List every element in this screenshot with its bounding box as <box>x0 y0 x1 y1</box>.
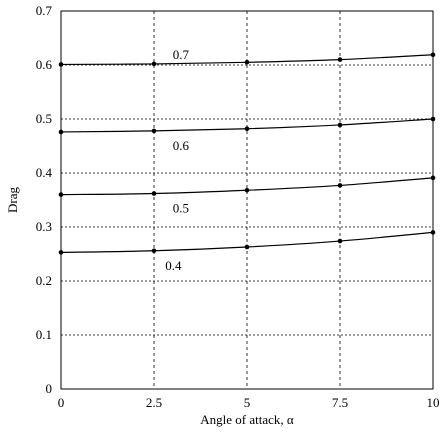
data-point <box>244 126 250 132</box>
data-point <box>430 230 436 235</box>
data-point <box>337 183 343 188</box>
series-labels: 0.4 0.5 0.6 0.7 <box>165 47 189 273</box>
plot-frame <box>60 10 434 390</box>
y-tick-label: 0.2 <box>36 273 52 288</box>
series-label: 0.5 <box>173 201 189 216</box>
series-label: 0.4 <box>165 258 182 273</box>
data-point <box>244 60 250 65</box>
x-tick-label: 2.5 <box>146 395 162 410</box>
data-point <box>430 52 436 58</box>
data-point <box>337 57 343 62</box>
x-tick-labels: 0 2.5 5 7.5 10 <box>58 395 440 410</box>
y-tick-label: 0.3 <box>36 219 52 234</box>
data-point <box>151 248 157 254</box>
data-point <box>58 62 64 67</box>
y-tick-label: 0.7 <box>36 3 53 18</box>
data-point <box>430 116 436 122</box>
x-tick-label: 7.5 <box>332 395 348 410</box>
y-tick-labels: 0 0.1 0.2 0.3 0.4 0.5 0.6 0.7 <box>36 3 53 396</box>
x-tick-label: 5 <box>244 395 251 410</box>
data-point <box>58 250 64 255</box>
data-points <box>58 52 436 255</box>
y-axis-label: Drag <box>5 187 20 213</box>
data-point <box>151 128 157 134</box>
data-point <box>337 238 343 244</box>
x-tick-label: 10 <box>427 395 440 410</box>
data-point <box>430 175 436 181</box>
series-label: 0.7 <box>173 47 190 62</box>
y-tick-label: 0.5 <box>36 111 52 126</box>
data-point <box>244 244 250 250</box>
data-point <box>58 129 64 135</box>
x-axis-label: Angle of attack, α <box>200 412 294 427</box>
data-point <box>151 61 157 67</box>
data-point <box>151 191 157 196</box>
data-point <box>337 122 343 128</box>
grid <box>61 11 433 389</box>
y-tick-label: 0 <box>46 381 53 396</box>
y-tick-label: 0.6 <box>36 57 53 72</box>
y-tick-label: 0.1 <box>36 327 52 342</box>
x-tick-label: 0 <box>58 395 65 410</box>
data-point <box>244 187 250 193</box>
y-tick-label: 0.4 <box>36 165 53 180</box>
data-point <box>58 192 64 197</box>
series-label: 0.6 <box>173 138 190 153</box>
